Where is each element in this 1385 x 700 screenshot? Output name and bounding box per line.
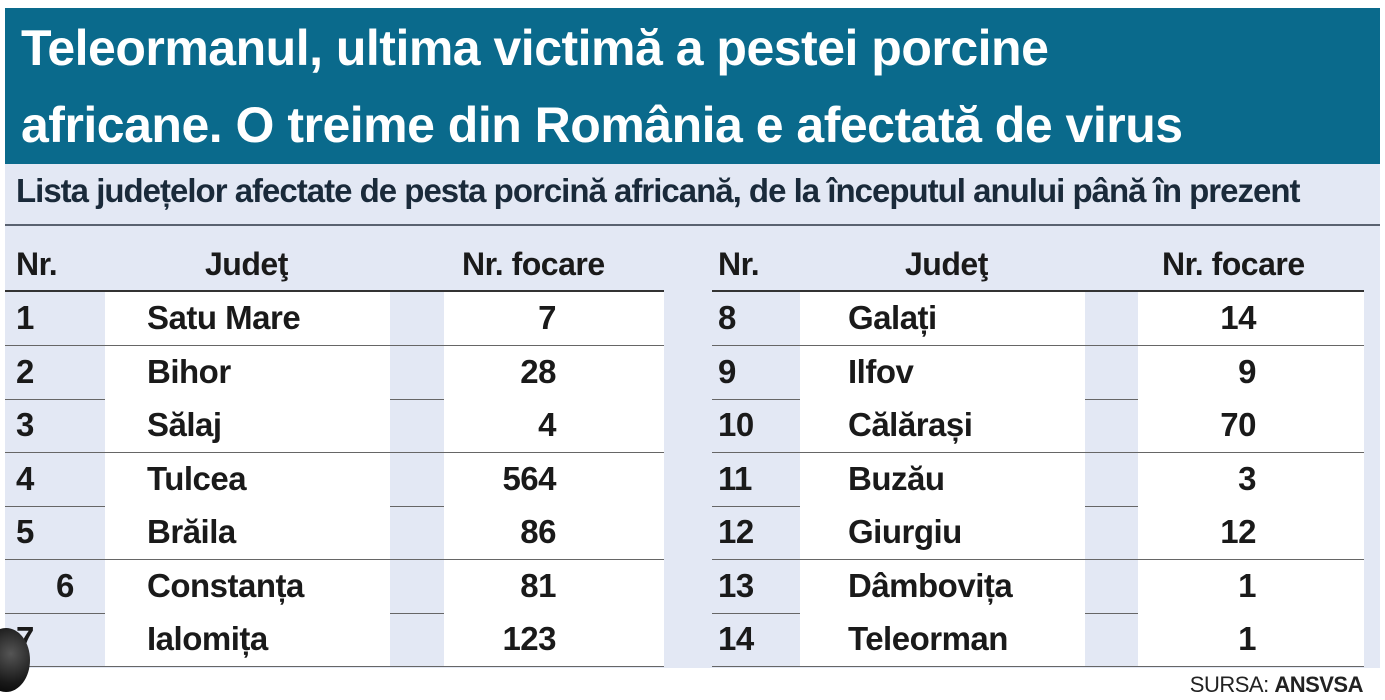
row-shade bbox=[444, 613, 664, 666]
cell-nr: 1 bbox=[16, 299, 34, 336]
table-row: 4 Tulcea 564 bbox=[5, 452, 664, 507]
right-header-rule bbox=[712, 290, 1364, 292]
source-name: ANSVSA bbox=[1274, 672, 1363, 697]
cell-judet: Ilfov bbox=[848, 352, 914, 390]
cell-focare: 123 bbox=[502, 620, 556, 657]
right-header-judet: Judeţ bbox=[905, 246, 988, 282]
row-shade bbox=[800, 292, 1085, 345]
cell-nr: 14 bbox=[718, 620, 754, 657]
row-shade bbox=[444, 559, 664, 613]
row-shade bbox=[800, 452, 1085, 506]
row-shade bbox=[1138, 292, 1364, 345]
row-shade bbox=[444, 399, 664, 452]
table-row: 7 Ialomița 123 bbox=[5, 613, 664, 667]
table-row: 9 Ilfov 9 bbox=[712, 345, 1364, 400]
row-shade bbox=[800, 506, 1085, 559]
table-row: 2 Bihor 28 bbox=[5, 345, 664, 400]
row-shade bbox=[800, 399, 1085, 452]
table-row: 11 Buzău 3 bbox=[712, 452, 1364, 507]
cell-focare: 564 bbox=[502, 459, 556, 497]
left-header-nr: Nr. bbox=[16, 246, 58, 282]
cell-nr: 5 bbox=[16, 513, 34, 550]
row-shade bbox=[105, 613, 390, 666]
cell-judet: Bihor bbox=[147, 352, 231, 390]
cell-nr: 3 bbox=[16, 406, 34, 443]
row-shade bbox=[105, 399, 390, 452]
row-shade bbox=[1138, 345, 1364, 399]
cell-focare: 4 bbox=[538, 406, 556, 443]
cell-focare: 28 bbox=[520, 352, 556, 390]
row-shade bbox=[1138, 613, 1364, 666]
table-row: 10 Călărași 70 bbox=[712, 399, 1364, 453]
row-shade bbox=[105, 292, 390, 345]
cell-nr: 2 bbox=[16, 352, 34, 390]
cell-judet: Teleorman bbox=[848, 620, 1008, 657]
cell-nr: 10 bbox=[718, 406, 754, 443]
cell-judet: Tulcea bbox=[147, 459, 247, 497]
cell-focare: 1 bbox=[1238, 566, 1256, 604]
row-shade bbox=[1138, 559, 1364, 613]
table-row: 5 Brăila 86 bbox=[5, 506, 664, 560]
cell-judet: Călărași bbox=[848, 406, 973, 443]
title-line-2: africane. O treime din România e afectat… bbox=[21, 97, 1183, 153]
source-credit: SURSA: ANSVSA bbox=[1189, 672, 1364, 698]
cell-nr: 13 bbox=[718, 566, 754, 604]
cell-nr: 8 bbox=[718, 299, 736, 336]
row-shade bbox=[1138, 399, 1364, 452]
title-line-1: Teleormanul, ultima victimă a pestei por… bbox=[21, 20, 1049, 76]
cell-focare: 12 bbox=[1220, 513, 1256, 550]
title-banner: Teleormanul, ultima victimă a pestei por… bbox=[5, 8, 1380, 164]
cell-judet: Sălaj bbox=[147, 406, 222, 443]
cell-judet: Satu Mare bbox=[147, 299, 301, 336]
cell-judet: Galați bbox=[848, 299, 937, 336]
cell-nr: 12 bbox=[718, 513, 754, 550]
cell-focare: 81 bbox=[520, 566, 556, 604]
row-shade bbox=[105, 506, 390, 559]
cell-focare: 9 bbox=[1238, 352, 1256, 390]
row-shade bbox=[444, 292, 664, 345]
cell-focare: 7 bbox=[538, 299, 556, 336]
table-row: 14 Teleorman 1 bbox=[712, 613, 1364, 667]
cell-judet: Giurgiu bbox=[848, 513, 962, 550]
table-row: 13 Dâmbovița 1 bbox=[712, 559, 1364, 614]
cell-focare: 3 bbox=[1238, 459, 1256, 497]
source-label: SURSA: bbox=[1189, 672, 1269, 697]
right-header-nr: Nr. bbox=[718, 246, 760, 282]
row-shade bbox=[800, 345, 1085, 399]
cell-nr: 4 bbox=[16, 459, 34, 497]
row-shade bbox=[105, 559, 390, 613]
table-row: 3 Sălaj 4 bbox=[5, 399, 664, 453]
row-shade bbox=[105, 345, 390, 399]
row-shade bbox=[105, 452, 390, 506]
cell-focare: 1 bbox=[1238, 620, 1256, 657]
cell-focare: 86 bbox=[520, 513, 556, 550]
row-shade bbox=[800, 613, 1085, 666]
row-shade bbox=[444, 506, 664, 559]
cell-focare: 70 bbox=[1220, 406, 1256, 443]
table-row: 6 Constanța 81 bbox=[5, 559, 664, 614]
row-shade bbox=[1138, 452, 1364, 506]
left-header-focare: Nr. focare bbox=[462, 246, 605, 282]
cell-judet: Constanța bbox=[147, 566, 304, 604]
subtitle-divider bbox=[5, 224, 1380, 226]
cell-judet: Dâmbovița bbox=[848, 566, 1013, 604]
row-shade bbox=[444, 345, 664, 399]
cell-nr: 11 bbox=[718, 459, 752, 497]
cell-judet: Ialomița bbox=[147, 620, 268, 657]
cell-nr: 9 bbox=[718, 352, 736, 390]
right-header-focare: Nr. focare bbox=[1162, 246, 1305, 282]
row-shade bbox=[1138, 506, 1364, 559]
subtitle: Lista județelor afectate de pesta porcin… bbox=[16, 172, 1300, 209]
table-row: 12 Giurgiu 12 bbox=[712, 506, 1364, 560]
table-row: 8 Galați 14 bbox=[712, 292, 1364, 346]
cell-judet: Brăila bbox=[147, 513, 236, 550]
row-shade bbox=[800, 559, 1085, 613]
left-header-rule bbox=[5, 290, 664, 292]
left-header-judet: Judeţ bbox=[205, 246, 288, 282]
cell-nr: 6 bbox=[56, 566, 74, 604]
cell-focare: 14 bbox=[1220, 299, 1256, 336]
row-shade bbox=[444, 452, 664, 506]
cell-judet: Buzău bbox=[848, 459, 945, 497]
table-row: 1 Satu Mare 7 bbox=[5, 292, 664, 346]
